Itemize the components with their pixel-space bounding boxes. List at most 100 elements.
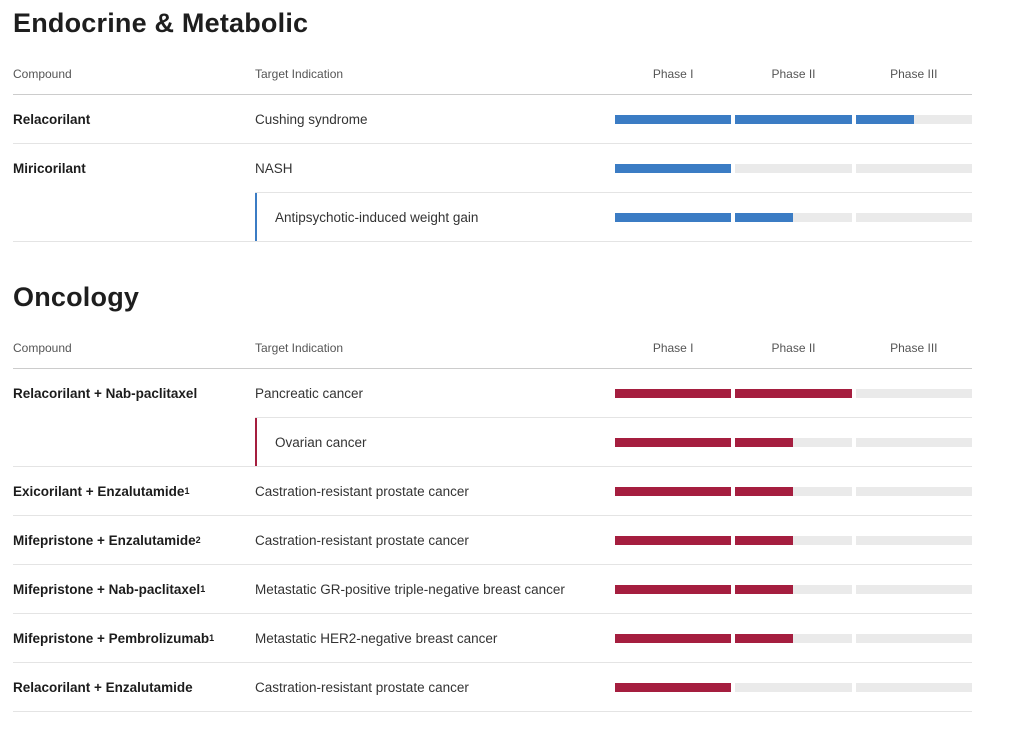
- phase-track-segment: [735, 486, 852, 496]
- target-indication: Metastatic HER2-negative breast cancer: [255, 630, 498, 646]
- target-indication: Metastatic GR-positive triple-negative b…: [255, 581, 565, 597]
- phase-progress-fill: [615, 486, 732, 496]
- phase-progress-cell: [615, 95, 972, 143]
- phase-track-segment: [855, 114, 972, 124]
- pipeline-section: Endocrine & Metabolic Compound Target In…: [13, 8, 972, 242]
- phase-progress-bar: [615, 437, 972, 447]
- phase-track-segment: [735, 437, 852, 447]
- phase-header-label: Phase III: [890, 341, 938, 355]
- phase-progress-cell: [615, 516, 972, 564]
- compound-name: Relacorilant: [13, 111, 91, 127]
- compound-name: Relacorilant + Enzalutamide: [13, 679, 193, 695]
- table-rows: Relacorilant Cushing syndrome Miricorila…: [13, 95, 972, 242]
- pipeline-row: Relacorilant Cushing syndrome: [13, 95, 972, 144]
- target-indication: Castration-resistant prostate cancer: [255, 532, 469, 548]
- compound-name: Mifepristone + Enzalutamide: [13, 532, 196, 548]
- target-indication: Ovarian cancer: [275, 434, 367, 450]
- phase-header-label: Phase I: [652, 341, 694, 355]
- phase-progress-cell: [615, 663, 972, 711]
- phase-track-segment: [855, 584, 972, 594]
- phase-track-segment: [735, 584, 852, 594]
- target-indication: Castration-resistant prostate cancer: [255, 679, 469, 695]
- phase-track-segment: [855, 486, 972, 496]
- target-indication: Cushing syndrome: [255, 111, 368, 127]
- phase-column-headers: Phase I Phase II Phase III: [615, 67, 972, 81]
- phase-track-segment: [735, 682, 852, 692]
- phase-track-segment: [855, 437, 972, 447]
- pipeline-row: Mifepristone + Pembrolizumab 1 Metastatic…: [13, 614, 972, 663]
- table-header-row: Compound Target Indication Phase I Phase …: [13, 67, 972, 95]
- pipeline-row: Antipsychotic-induced weight gain: [13, 193, 972, 242]
- indication-cell: Metastatic HER2-negative breast cancer: [255, 614, 615, 662]
- indication-column-header: Target Indication: [255, 341, 344, 355]
- pipeline-row: Miricorilant NASH: [13, 144, 972, 193]
- compound-cell: Miricorilant: [13, 144, 255, 193]
- phase-progress-fill: [735, 212, 794, 222]
- phase-progress-cell: [615, 467, 972, 515]
- indication-cell: Cushing syndrome: [255, 95, 615, 143]
- phase-track-segment: [615, 437, 732, 447]
- indication-cell: NASH: [255, 144, 615, 193]
- phase-progress-bar: [615, 212, 972, 222]
- phase-track-segment: [615, 388, 732, 398]
- indication-column-header: Target Indication: [255, 67, 344, 81]
- phase-progress-fill: [735, 486, 794, 496]
- phase-track-segment: [615, 212, 732, 222]
- phase-progress-cell: [615, 614, 972, 662]
- phase-track-segment: [855, 535, 972, 545]
- compound-column-header: Compound: [13, 67, 72, 81]
- phase-progress-cell: [615, 418, 972, 466]
- compound-name: Exicorilant + Enzalutamide: [13, 483, 185, 499]
- phase-progress-fill: [735, 437, 794, 447]
- phase-progress-bar: [615, 682, 972, 692]
- phase-progress-cell: [615, 193, 972, 241]
- section-title: Endocrine & Metabolic: [13, 8, 309, 38]
- phase-column-headers: Phase I Phase II Phase III: [615, 341, 972, 355]
- phase-progress-bar: [615, 535, 972, 545]
- compound-cell: Mifepristone + Pembrolizumab 1: [13, 630, 215, 646]
- phase-track-segment: [615, 682, 732, 692]
- phase-track-segment: [855, 163, 972, 173]
- phase-progress-fill: [615, 682, 732, 692]
- phase-track-segment: [615, 114, 732, 124]
- phase-progress-cell: [615, 565, 972, 613]
- phase-track-segment: [615, 163, 732, 173]
- compound-cell: Relacorilant + Nab-paclitaxel: [13, 369, 255, 418]
- phase-progress-fill: [615, 633, 732, 643]
- compound-column-header: Compound: [13, 341, 72, 355]
- phase-progress-cell: [615, 369, 972, 418]
- phase-track-segment: [855, 388, 972, 398]
- pipeline-section: Oncology Compound Target Indication Phas…: [13, 282, 972, 712]
- phase-progress-fill: [735, 633, 794, 643]
- indication-cell: Castration-resistant prostate cancer: [255, 663, 615, 711]
- phase-track-segment: [735, 212, 852, 222]
- phase-progress-fill: [615, 212, 732, 222]
- phase-header-label: Phase II: [771, 67, 816, 81]
- phase-track-segment: [615, 486, 732, 496]
- phase-header-label: Phase I: [652, 67, 694, 81]
- phase-progress-fill: [735, 114, 852, 124]
- compound-name: Mifepristone + Pembrolizumab: [13, 630, 210, 646]
- pipeline-row: Exicorilant + Enzalutamide 1 Castration-r…: [13, 467, 972, 516]
- target-indication: Castration-resistant prostate cancer: [255, 483, 469, 499]
- indication-cell: Metastatic GR-positive triple-negative b…: [255, 565, 615, 613]
- phase-progress-bar: [615, 388, 972, 398]
- phase-track-segment: [735, 633, 852, 643]
- compound-cell: Exicorilant + Enzalutamide 1: [13, 483, 190, 499]
- phase-progress-bar: [615, 584, 972, 594]
- indication-cell: Antipsychotic-induced weight gain: [255, 193, 615, 241]
- compound-cell: [13, 193, 255, 241]
- compound-cell: Mifepristone + Nab-paclitaxel 1: [13, 581, 206, 597]
- pipeline-row: Relacorilant + Nab-paclitaxel Pancreatic…: [13, 369, 972, 418]
- compound-cell: Relacorilant: [13, 95, 255, 143]
- indication-cell: Castration-resistant prostate cancer: [255, 516, 615, 564]
- compound-cell: Relacorilant + Enzalutamide: [13, 663, 255, 711]
- compound-name: Miricorilant: [13, 161, 86, 176]
- phase-track-segment: [855, 633, 972, 643]
- phase-track-segment: [735, 114, 852, 124]
- compound-name: Relacorilant + Nab-paclitaxel: [13, 386, 198, 401]
- pipeline-row: Mifepristone + Nab-paclitaxel 1 Metastati…: [13, 565, 972, 614]
- table-rows: Relacorilant + Nab-paclitaxel Pancreatic…: [13, 369, 972, 712]
- target-indication: Antipsychotic-induced weight gain: [275, 209, 479, 225]
- phase-progress-fill: [735, 388, 852, 398]
